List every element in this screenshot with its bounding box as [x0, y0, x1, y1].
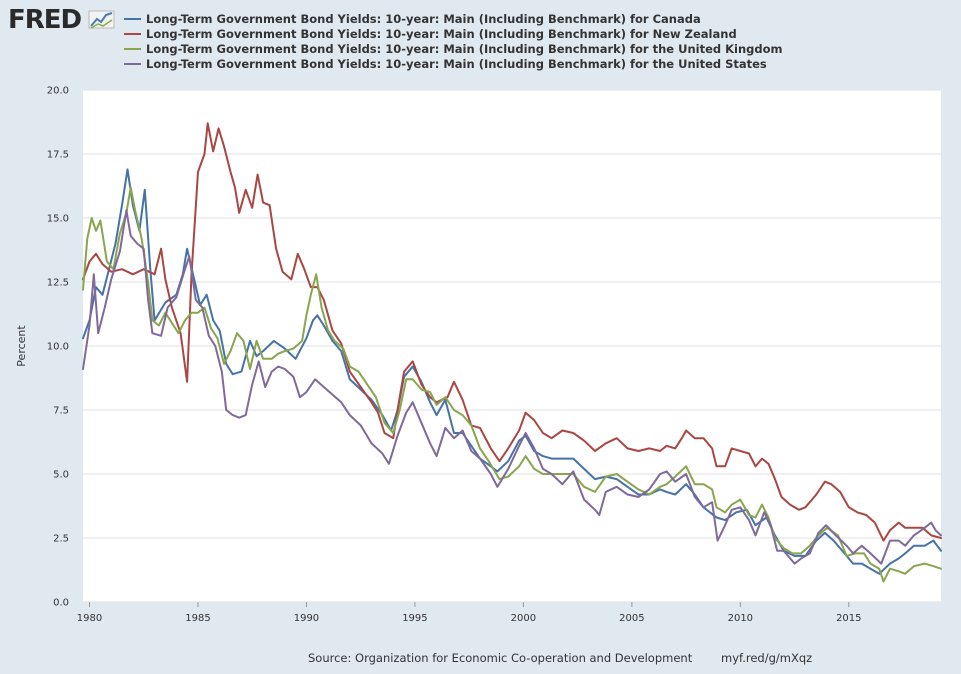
y-tick-label: 12.5 [47, 278, 69, 289]
x-tick-label: 1990 [294, 613, 319, 624]
fred-logo: FRED [8, 5, 115, 35]
x-tick-label: 2015 [836, 613, 861, 624]
x-tick-label: 2010 [728, 613, 753, 624]
y-tick-label: 5.0 [53, 470, 69, 481]
fred-logo-graph-icon [88, 10, 115, 29]
legend: Long-Term Government Bond Yields: 10-yea… [124, 12, 783, 71]
series-layer [82, 122, 942, 583]
legend-label-3: Long-Term Government Bond Yields: 10-yea… [146, 57, 767, 71]
legend-label-0: Long-Term Government Bond Yields: 10-yea… [146, 12, 701, 26]
x-tick-label: 2005 [619, 613, 644, 624]
y-axis: 0.0 2.5 5.0 7.5 10.0 12.5 15.0 17.5 20.0 [47, 86, 69, 609]
series-line-2 [82, 186, 942, 583]
x-tick-label: 1980 [77, 613, 102, 624]
y-tick-label: 0.0 [53, 598, 69, 609]
source-text: Source: Organization for Economic Co-ope… [308, 651, 693, 665]
y-tick-label: 10.0 [47, 342, 69, 353]
x-axis: 1980 1985 1990 1995 2000 2005 2010 2015 [77, 602, 862, 624]
x-tick-label: 1995 [402, 613, 427, 624]
legend-label-1: Long-Term Government Bond Yields: 10-yea… [146, 27, 737, 41]
series-line-1 [82, 122, 942, 542]
x-tick-label: 1985 [185, 613, 210, 624]
legend-label-2: Long-Term Government Bond Yields: 10-yea… [146, 42, 783, 56]
y-tick-label: 17.5 [47, 150, 69, 161]
y-tick-label: 7.5 [53, 406, 69, 417]
y-tick-label: 20.0 [47, 86, 69, 97]
y-tick-label: 15.0 [47, 214, 69, 225]
y-tick-label: 2.5 [53, 534, 69, 545]
fred-logo-text: FRED [8, 5, 82, 35]
y-axis-title: Percent [15, 325, 28, 367]
x-tick-label: 2000 [511, 613, 536, 624]
series-line-3 [82, 209, 942, 565]
short-url-link[interactable]: myf.red/g/mXqz [721, 651, 812, 665]
